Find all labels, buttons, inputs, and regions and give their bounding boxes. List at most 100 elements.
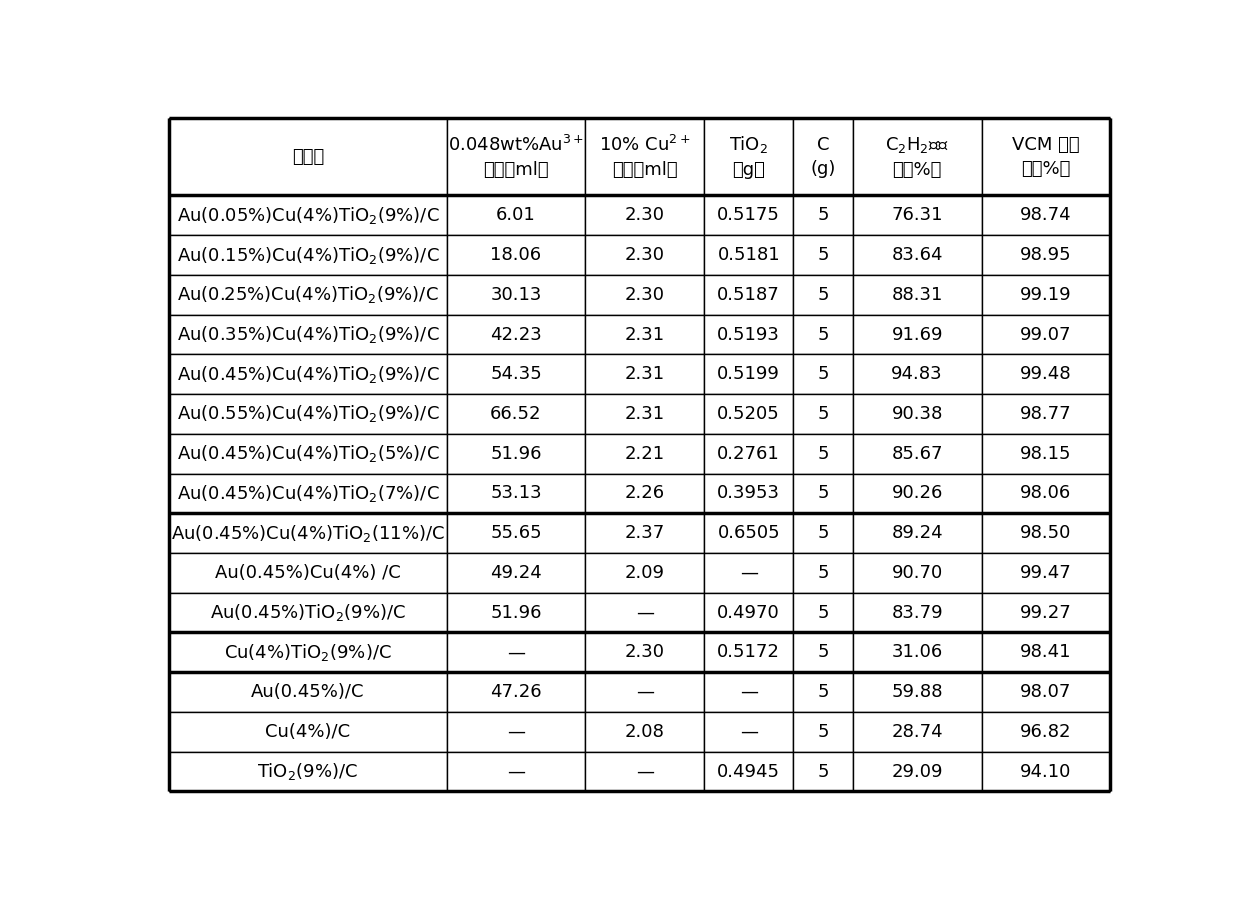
Bar [704,672,793,712]
Bar [793,196,852,235]
Text: Au(0.45%)Cu(4%)TiO$_2$(5%)/C: Au(0.45%)Cu(4%)TiO$_2$(5%)/C [177,443,440,465]
Text: 5: 5 [818,564,829,582]
Bar [704,394,793,434]
Text: 94.83: 94.83 [891,365,943,383]
Text: 85.67: 85.67 [891,445,943,463]
Text: Au(0.45%)Cu(4%)TiO$_2$(9%)/C: Au(0.45%)Cu(4%)TiO$_2$(9%)/C [177,364,440,385]
Bar [793,118,852,196]
Text: Au(0.25%)Cu(4%)TiO$_2$(9%)/C: Au(0.25%)Cu(4%)TiO$_2$(9%)/C [177,284,439,305]
Text: 2.30: 2.30 [624,246,665,264]
Text: 99.47: 99.47 [1020,564,1072,582]
Bar [981,752,1110,791]
Bar [704,354,793,394]
Text: Au(0.15%)Cu(4%)TiO$_2$(9%)/C: Au(0.15%)Cu(4%)TiO$_2$(9%)/C [177,245,440,266]
Text: 47.26: 47.26 [491,684,541,701]
Bar [446,553,585,593]
Text: 0.4945: 0.4945 [717,762,781,780]
Text: 2.31: 2.31 [624,326,665,344]
Bar [852,513,981,553]
Text: Au(0.35%)Cu(4%)TiO$_2$(9%)/C: Au(0.35%)Cu(4%)TiO$_2$(9%)/C [177,324,440,345]
Bar [585,712,704,752]
Bar [981,712,1110,752]
Text: 83.79: 83.79 [891,604,943,622]
Text: 2.37: 2.37 [624,524,665,542]
Bar [981,434,1110,474]
Bar [793,513,852,553]
Bar [704,196,793,235]
Bar [852,593,981,632]
Bar [170,354,446,394]
Text: 66.52: 66.52 [491,405,541,423]
Bar [170,474,446,513]
Bar [852,712,981,752]
Text: 2.31: 2.31 [624,365,665,383]
Text: —: — [636,762,654,780]
Text: 18.06: 18.06 [491,246,541,264]
Bar [793,752,852,791]
Bar [585,513,704,553]
Text: 5: 5 [818,326,829,344]
Text: 6.01: 6.01 [496,206,535,224]
Text: 89.24: 89.24 [891,524,943,542]
Text: Cu(4%)/C: Cu(4%)/C [265,723,351,741]
Text: VCM 选择
性（%）: VCM 选择 性（%） [1012,136,1079,178]
Bar [446,632,585,672]
Bar [704,235,793,274]
Bar [170,593,446,632]
Text: 98.95: 98.95 [1020,246,1072,264]
Text: 2.30: 2.30 [624,206,665,224]
Text: 0.5175: 0.5175 [717,206,781,224]
Text: 90.26: 90.26 [891,484,943,502]
Text: 10% Cu$^{2+}$
溶液（ml）: 10% Cu$^{2+}$ 溶液（ml） [598,135,690,179]
Bar [446,752,585,791]
Text: —: — [507,643,525,661]
Bar [170,274,446,315]
Bar [704,593,793,632]
Text: 53.13: 53.13 [491,484,541,502]
Bar [793,593,852,632]
Bar [170,632,446,672]
Bar [170,196,446,235]
Text: 0.5205: 0.5205 [717,405,781,423]
Bar [981,235,1110,274]
Text: 2.08: 2.08 [624,723,664,741]
Bar [852,196,981,235]
Text: 28.74: 28.74 [891,723,943,741]
Bar [793,394,852,434]
Text: —: — [740,684,758,701]
Bar [170,553,446,593]
Text: 76.31: 76.31 [891,206,943,224]
Text: —: — [507,723,525,741]
Text: 5: 5 [818,206,829,224]
Text: 31.06: 31.06 [892,643,943,661]
Text: 催化剂: 催化剂 [292,148,325,166]
Bar [981,274,1110,315]
Bar [170,672,446,712]
Text: 0.2761: 0.2761 [717,445,781,463]
Bar [852,434,981,474]
Bar [170,712,446,752]
Text: Au(0.45%)Cu(4%)TiO$_2$(11%)/C: Au(0.45%)Cu(4%)TiO$_2$(11%)/C [171,523,445,544]
Bar [170,235,446,274]
Bar [704,434,793,474]
Bar [793,553,852,593]
Bar [585,553,704,593]
Text: 5: 5 [818,723,829,741]
Bar [981,553,1110,593]
Text: 0.5199: 0.5199 [717,365,781,383]
Text: 2.09: 2.09 [624,564,665,582]
Text: —: — [636,604,654,622]
Text: —: — [507,762,525,780]
Text: Au(0.45%)Cu(4%)TiO$_2$(7%)/C: Au(0.45%)Cu(4%)TiO$_2$(7%)/C [177,483,440,504]
Bar [981,354,1110,394]
Bar [793,712,852,752]
Text: 99.07: 99.07 [1020,326,1072,344]
Bar [704,513,793,553]
Bar [704,553,793,593]
Bar [446,274,585,315]
Text: 94.10: 94.10 [1020,762,1072,780]
Bar [852,632,981,672]
Bar [852,394,981,434]
Text: 5: 5 [818,246,829,264]
Text: Au(0.05%)Cu(4%)TiO$_2$(9%)/C: Au(0.05%)Cu(4%)TiO$_2$(9%)/C [177,205,440,226]
